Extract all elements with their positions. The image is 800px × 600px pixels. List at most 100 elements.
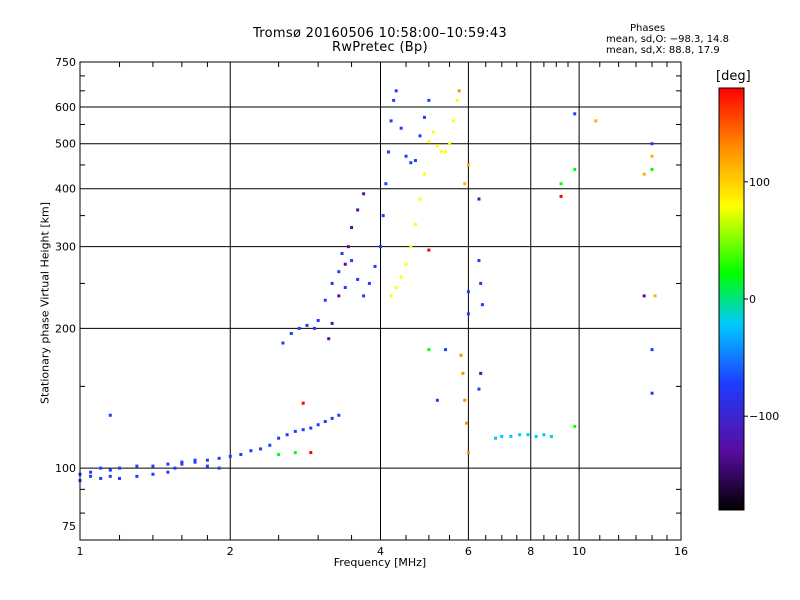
data-point <box>297 326 301 330</box>
y-tick-label: 200 <box>55 322 76 335</box>
data-point <box>367 281 371 285</box>
data-point <box>650 167 654 171</box>
data-point <box>180 460 184 464</box>
data-point <box>166 462 170 466</box>
data-point <box>642 294 646 298</box>
data-point <box>409 161 413 165</box>
data-point <box>217 466 221 470</box>
data-point <box>316 318 320 322</box>
data-point <box>459 353 463 357</box>
grid-lines <box>80 62 681 540</box>
x-tick-label: 16 <box>674 545 688 558</box>
chart-title-line: Tromsø 20160506 10:58:00–10:59:43 <box>252 26 508 41</box>
data-points <box>78 89 657 483</box>
colorbar-tick-label: 100 <box>749 176 770 189</box>
data-point <box>281 341 285 345</box>
data-point <box>465 421 469 425</box>
data-point <box>277 436 281 440</box>
data-point <box>650 348 654 352</box>
data-point <box>418 197 422 201</box>
data-point <box>381 214 385 218</box>
data-point <box>228 454 232 458</box>
data-point <box>312 326 316 330</box>
data-point <box>151 464 155 468</box>
data-point <box>379 245 382 249</box>
data-point <box>389 119 393 123</box>
data-point <box>399 275 403 279</box>
axis-ticks: 1 2 4 6 8 10 16 75 100 200 300 400 500 600 750 <box>55 56 688 558</box>
data-point <box>409 245 413 249</box>
y-tick-label: 300 <box>55 241 76 254</box>
x-tick-label: 8 <box>527 545 534 558</box>
data-point <box>427 98 431 102</box>
data-point <box>166 470 170 474</box>
data-point <box>337 270 341 274</box>
colorbar <box>718 87 745 511</box>
data-point <box>594 119 598 123</box>
x-tick-label: 1 <box>77 545 84 558</box>
data-point <box>108 468 112 472</box>
data-point <box>99 466 103 470</box>
data-point <box>285 433 289 437</box>
data-point <box>301 428 305 432</box>
colorbar-tick-label: 0 <box>749 293 756 306</box>
data-point <box>350 225 354 229</box>
data-point <box>289 332 293 336</box>
data-point <box>444 150 448 154</box>
data-point <box>559 182 563 186</box>
data-point <box>642 172 646 176</box>
data-point <box>293 429 297 433</box>
data-point <box>404 154 408 158</box>
data-point <box>99 476 103 480</box>
data-point <box>509 434 513 438</box>
data-point <box>362 192 366 196</box>
data-point <box>151 472 155 476</box>
colorbar-tick-label: −100 <box>749 410 779 423</box>
data-point <box>534 434 538 438</box>
data-point <box>435 398 439 402</box>
data-point <box>435 144 439 148</box>
y-tick-label: 400 <box>55 183 76 196</box>
phase-stats-o: mean, sd,O: −98.3, 14.8 <box>606 34 729 45</box>
data-point <box>350 259 354 263</box>
data-point <box>549 434 553 438</box>
data-point <box>559 194 563 198</box>
data-point <box>386 150 390 154</box>
data-point <box>650 154 654 158</box>
data-point <box>518 433 522 437</box>
data-point <box>427 348 431 352</box>
phase-stats: Phases mean, sd,O: −98.3, 14.8 mean, sd,… <box>606 23 786 56</box>
data-point <box>422 172 426 176</box>
data-point <box>461 371 465 375</box>
data-point <box>327 337 331 341</box>
colorbar-unit-label: [deg] <box>716 69 751 84</box>
data-point <box>573 424 577 428</box>
data-point <box>323 420 327 424</box>
data-point <box>249 449 253 453</box>
x-tick-label: 4 <box>377 545 384 558</box>
data-point <box>309 451 313 455</box>
x-tick-label: 10 <box>572 545 586 558</box>
data-point <box>373 264 377 268</box>
data-point <box>480 303 484 307</box>
data-point <box>650 142 654 146</box>
data-point <box>343 262 347 266</box>
data-point <box>440 149 444 153</box>
data-point <box>346 245 350 249</box>
data-point <box>650 391 654 395</box>
data-point <box>301 401 305 405</box>
data-point <box>463 398 467 402</box>
data-point <box>135 464 139 468</box>
data-point <box>193 460 197 464</box>
data-point <box>455 98 459 102</box>
data-point <box>305 323 309 327</box>
data-point <box>384 182 388 186</box>
data-point <box>463 182 467 186</box>
colorbar-ticks: 100 0 −100 <box>744 176 779 423</box>
data-point <box>431 130 435 134</box>
y-tick-label: 75 <box>62 520 76 533</box>
data-point <box>477 259 481 263</box>
x-tick-label: 6 <box>465 545 472 558</box>
data-point <box>479 371 483 375</box>
